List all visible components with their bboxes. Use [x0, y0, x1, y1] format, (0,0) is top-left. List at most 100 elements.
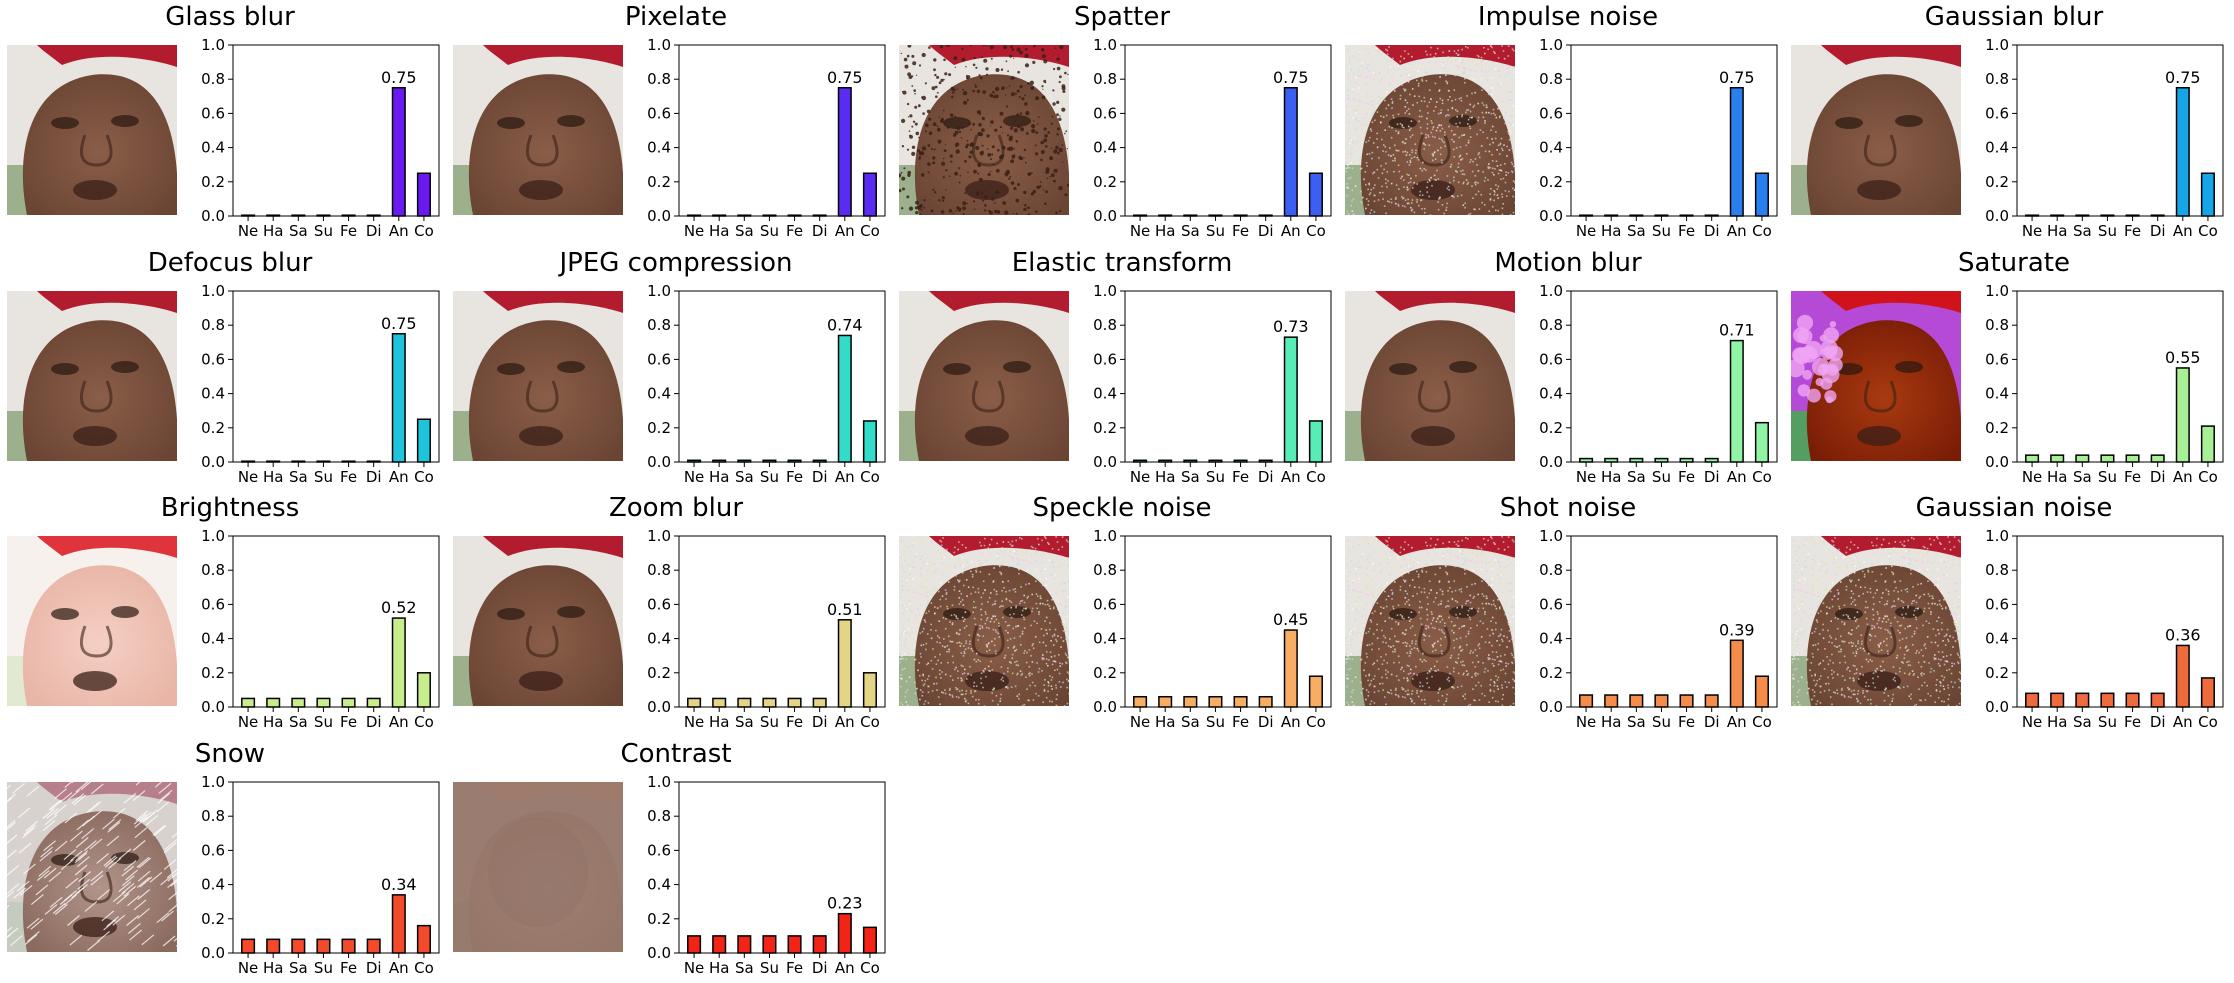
bar-co	[862, 672, 877, 708]
x-tick-label: Su	[760, 713, 779, 731]
face-thumbnail	[7, 781, 177, 952]
y-tick-label: 0.8	[1093, 316, 1117, 334]
bar-chart: 0.0 0.2 0.4 0.6 0.8 1.0 Ne Ha Sa Su Fe Di An Co 0.75	[201, 36, 440, 240]
x-tick-label: An	[835, 959, 855, 977]
y-tick-label: 0.0	[647, 207, 671, 225]
x-tick-label: Ha	[2047, 468, 2067, 486]
x-tick-label: An	[2173, 222, 2193, 240]
bar-chart: 0.0 0.2 0.4 0.6 0.8 1.0 Ne Ha Sa Su Fe Di An Co 0.36	[1985, 527, 2224, 731]
panel-elastic-transform: Elastic transform 0.0 0.2 0.4 0.6 0.8 1.0 Ne Ha S…	[892, 246, 1338, 492]
y-tick-label: 0.6	[1539, 595, 1563, 613]
bar-an	[391, 332, 406, 463]
x-tick-label: Fe	[340, 468, 357, 486]
y-tick-label: 0.0	[1539, 453, 1563, 471]
bar-value-label: 0.39	[1719, 620, 1755, 639]
y-tick-label: 0.0	[201, 944, 225, 962]
x-tick-label: Ha	[2047, 713, 2067, 731]
bar-chart: 0.0 0.2 0.4 0.6 0.8 1.0 Ne Ha Sa Su Fe Di An Co 0.75	[647, 36, 886, 240]
y-tick-label: 0.4	[1093, 630, 1117, 648]
bar-co	[1308, 419, 1323, 463]
x-tick-label: An	[2173, 713, 2193, 731]
bar-an	[1729, 87, 1744, 217]
y-tick-label: 0.4	[647, 875, 671, 893]
y-tick-label: 0.2	[1093, 173, 1117, 191]
axes-frame	[232, 290, 440, 462]
x-tick-label: Su	[1206, 468, 1225, 486]
x-tick-label: Fe	[340, 959, 357, 977]
x-tick-label: Di	[366, 713, 382, 731]
bar-ha	[1604, 457, 1619, 463]
y-tick-label: 0.0	[201, 453, 225, 471]
x-tick-label: Fe	[786, 713, 803, 731]
x-tick-label: Ne	[684, 222, 704, 240]
x-tick-label: Ne	[684, 959, 704, 977]
axes-frame	[1124, 535, 1332, 708]
x-tick-label: Ne	[684, 713, 704, 731]
x-tick-label: Co	[1306, 468, 1326, 486]
y-tick-label: 0.4	[201, 139, 225, 157]
y-tick-label: 0.4	[1093, 384, 1117, 402]
x-tick-label: Fe	[1678, 468, 1695, 486]
y-tick-label: 0.6	[201, 104, 225, 122]
y-tick-label: 1.0	[647, 36, 671, 54]
x-tick-label: Ne	[238, 959, 258, 977]
panel-title: Defocus blur	[147, 247, 313, 278]
x-tick-label: Di	[1704, 468, 1720, 486]
axes-frame	[2016, 44, 2224, 217]
y-tick-label: 0.8	[1539, 70, 1563, 88]
panel-gaussian-blur: Gaussian blur 0.0 0.2 0.4 0.6 0.8 1.0 Ne Ha Sa Su F…	[1784, 0, 2230, 246]
bar-an	[1283, 629, 1298, 708]
x-tick-label: Ha	[1155, 713, 1175, 731]
y-tick-label: 0.8	[1985, 561, 2009, 579]
y-tick-label: 0.4	[201, 384, 225, 402]
bar-chart: 0.0 0.2 0.4 0.6 0.8 1.0 Ne Ha Sa Su Fe Di An Co 0.51	[647, 527, 886, 731]
bar-fe	[1679, 457, 1694, 463]
x-tick-label: Ne	[1130, 468, 1150, 486]
bar-di	[1704, 457, 1719, 463]
x-tick-label: Sa	[735, 959, 754, 977]
bar-an	[837, 334, 852, 463]
bar-co	[862, 926, 877, 954]
bar-value-label: 0.75	[1719, 68, 1755, 87]
bar-su	[1654, 457, 1669, 463]
bar-chart: 0.0 0.2 0.4 0.6 0.8 1.0 Ne Ha Sa Su Fe Di An Co 0.73	[1093, 282, 1332, 486]
x-tick-label: Fe	[1678, 222, 1695, 240]
bar-co	[862, 172, 877, 217]
x-tick-label: Su	[2098, 468, 2117, 486]
x-tick-label: Co	[1306, 713, 1326, 731]
y-tick-label: 0.6	[1093, 350, 1117, 368]
x-tick-label: An	[1281, 222, 1301, 240]
y-tick-label: 0.6	[1985, 350, 2009, 368]
bar-sa	[737, 934, 752, 954]
y-tick-label: 1.0	[201, 36, 225, 54]
bar-chart: 0.0 0.2 0.4 0.6 0.8 1.0 Ne Ha Sa Su Fe Di An Co 0.39	[1539, 527, 1778, 731]
y-tick-label: 0.6	[1539, 350, 1563, 368]
panel-title: Gaussian noise	[1915, 493, 2113, 523]
bar-ne	[1579, 457, 1594, 463]
x-tick-label: Di	[1704, 222, 1720, 240]
axes-frame	[1570, 535, 1778, 708]
y-tick-label: 0.4	[1985, 384, 2009, 402]
x-tick-label: Fe	[1232, 468, 1249, 486]
bar-ne	[687, 934, 702, 954]
x-tick-label: Su	[760, 222, 779, 240]
bar-chart: 0.0 0.2 0.4 0.6 0.8 1.0 Ne Ha Sa Su Fe Di An Co 0.45	[1093, 527, 1332, 731]
y-tick-label: 0.8	[1539, 561, 1563, 579]
bar-value-label: 0.74	[827, 315, 863, 334]
y-tick-label: 1.0	[647, 282, 671, 300]
x-tick-label: Di	[1258, 468, 1274, 486]
bar-co	[416, 672, 431, 708]
x-tick-label: Ne	[1130, 222, 1150, 240]
x-tick-label: Su	[314, 222, 333, 240]
panel-title: Spatter	[1073, 2, 1171, 32]
y-tick-label: 0.8	[201, 70, 225, 88]
x-tick-label: An	[835, 468, 855, 486]
bar-ha	[712, 934, 727, 954]
x-tick-label: Ha	[263, 468, 283, 486]
bar-chart: 0.0 0.2 0.4 0.6 0.8 1.0 Ne Ha Sa Su Fe Di An Co 0.75	[1539, 36, 1778, 240]
x-tick-label: Ha	[709, 713, 729, 731]
bar-su	[1208, 695, 1223, 708]
x-tick-label: Sa	[289, 713, 308, 731]
bar-di	[366, 697, 381, 708]
bar-di	[366, 938, 381, 954]
